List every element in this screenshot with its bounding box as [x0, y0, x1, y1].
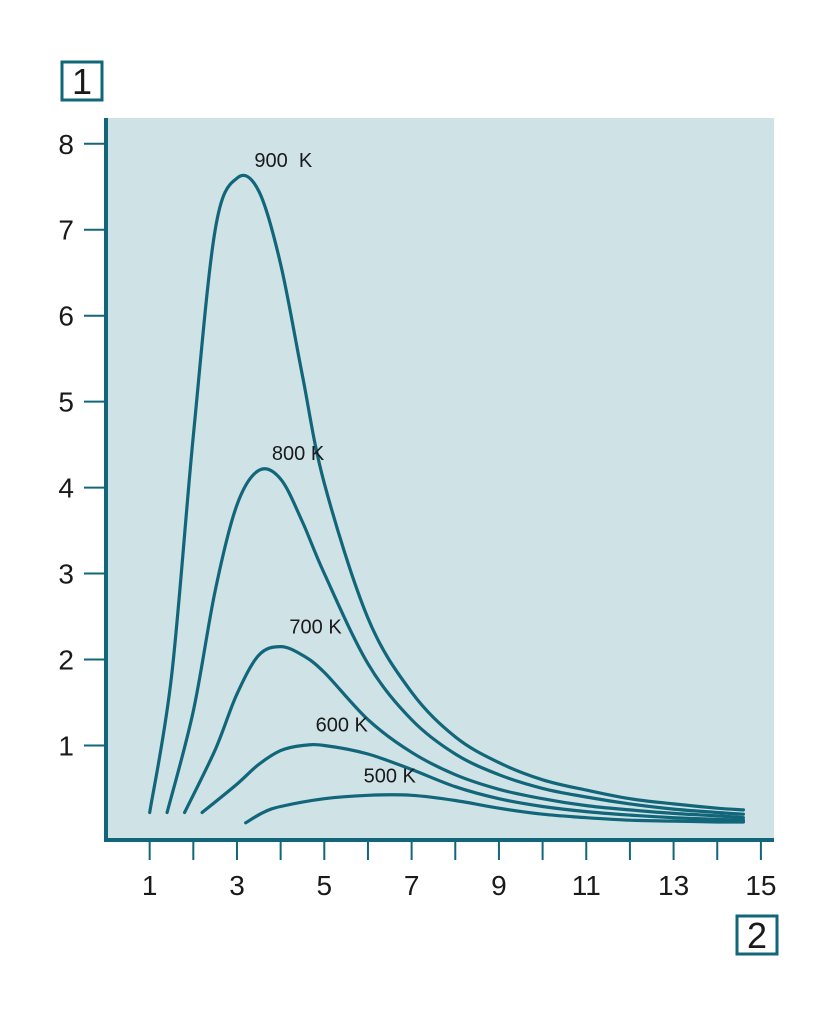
curve-700-k — [183, 645, 745, 820]
curve-500-k — [244, 793, 745, 825]
x-tick-label: 11 — [572, 870, 601, 901]
y-tick-label: 8 — [58, 129, 74, 160]
curve-label-700-k: 700 K — [289, 617, 342, 639]
x-tick-label: 5 — [317, 870, 333, 901]
x-axis-badge-label: 2 — [747, 915, 767, 956]
plot-area — [106, 118, 774, 840]
curve-labels: 900 K 800 K 700 K 600 K 500 K — [254, 150, 416, 787]
x-axis-badge-box — [735, 914, 779, 956]
y-tick-label: 6 — [58, 301, 74, 332]
y-tick-label: 7 — [58, 215, 74, 246]
curve-label-900-k: 900 K — [254, 150, 312, 172]
y-tick-label: 1 — [58, 730, 74, 761]
y-tick-label: 5 — [58, 387, 74, 418]
curve-label-500-k: 500 K — [364, 765, 417, 787]
x-tick-label: 3 — [229, 870, 245, 901]
y-tick-label: 2 — [58, 645, 74, 676]
y-axis-badge-box — [60, 60, 104, 102]
curves — [148, 173, 745, 825]
y-axis-badge-label: 1 — [72, 61, 92, 102]
curve-600-k — [200, 743, 745, 822]
y-tick-label: 3 — [58, 559, 74, 590]
curve-label-600-k: 600 K — [316, 715, 369, 737]
axes — [104, 118, 774, 842]
x-tick-label: 1 — [142, 870, 158, 901]
y-axis-badge: 1 — [60, 60, 104, 102]
y-tick-label: 4 — [58, 473, 74, 504]
x-axis-badge: 2 — [735, 914, 779, 956]
curve-900-k — [148, 173, 745, 815]
x-tick-label: 13 — [658, 870, 689, 901]
x-tick-label: 9 — [491, 870, 507, 901]
curve-label-800-k: 800 K — [272, 443, 325, 465]
x-tick-label: 15 — [745, 870, 776, 901]
x-tick-label: 7 — [404, 870, 420, 901]
y-ticks: 1 2 3 4 5 6 7 8 — [58, 129, 106, 761]
x-ticks: 1 3 5 7 9 11 13 15 — [142, 840, 776, 901]
curve-800-k — [165, 467, 745, 816]
